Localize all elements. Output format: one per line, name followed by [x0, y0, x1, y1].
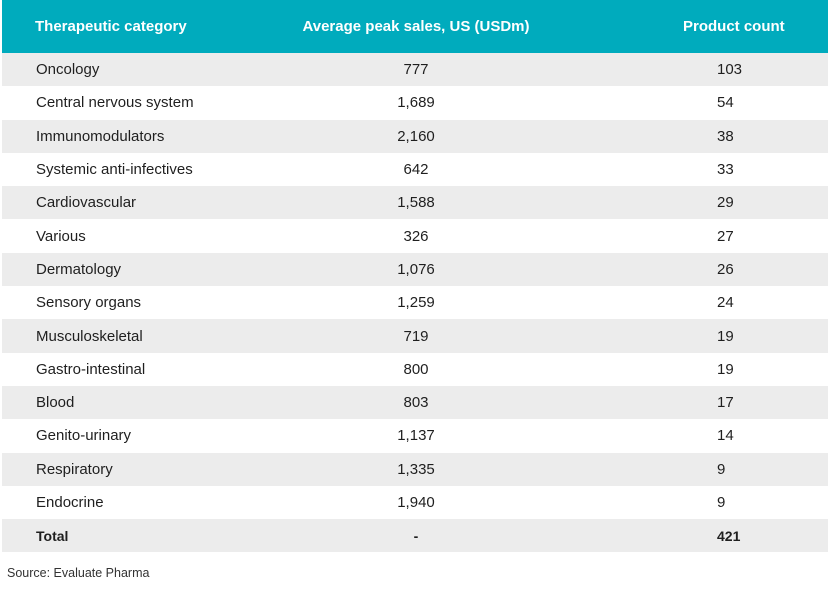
table-row: Endocrine 1,940 9: [2, 485, 828, 520]
total-sales: -: [413, 527, 419, 544]
sales-cell: 803: [403, 394, 429, 412]
sales-cell: 1,076: [397, 260, 435, 278]
category-cell: Endocrine: [36, 494, 104, 511]
sales-cell: 326: [403, 227, 429, 245]
table-total-row: Total - 421: [2, 519, 828, 553]
count-cell: 19: [717, 327, 734, 345]
source-note: Source: Evaluate Pharma: [7, 566, 150, 580]
category-cell: Systemic anti-infectives: [36, 161, 193, 179]
table-body: Oncology 777 103 Central nervous system 1,68…: [2, 53, 828, 520]
table-row: Gastro-intestinal 800 19: [2, 352, 828, 386]
table-row: Central nervous system 1,689 54: [2, 86, 828, 120]
count-cell: 29: [717, 194, 734, 212]
category-cell: Oncology: [36, 61, 100, 79]
count-cell: 9: [717, 494, 726, 511]
count-cell: 14: [717, 427, 734, 445]
count-cell: 38: [717, 127, 734, 145]
sales-cell: 1,335: [397, 460, 435, 478]
category-cell: Gastro-intestinal: [36, 360, 146, 378]
sales-cell: 777: [403, 61, 429, 79]
count-cell: 27: [717, 227, 734, 245]
sales-cell: 1,259: [397, 294, 435, 312]
table-row: Cardiovascular 1,588 29: [2, 186, 828, 220]
sales-cell: 719: [403, 327, 429, 345]
count-cell: 24: [717, 294, 734, 312]
table-row: Various 326 27: [2, 219, 828, 253]
category-cell: Cardiovascular: [36, 194, 137, 212]
category-cell: Sensory organs: [36, 294, 142, 312]
table-row: Oncology 777 103: [2, 53, 828, 87]
category-cell: Immunomodulators: [36, 127, 165, 145]
count-cell: 103: [717, 61, 743, 79]
table-row: Sensory organs 1,259 24: [2, 286, 828, 320]
table-row: Genito-urinary 1,137 14: [2, 419, 828, 453]
column-header-sales: Average peak sales, US (USDm): [302, 18, 530, 35]
sales-cell: 1,588: [397, 194, 435, 212]
table-header-row: Therapeutic category Average peak sales,…: [2, 0, 828, 53]
sales-cell: 1,137: [397, 427, 435, 445]
count-cell: 9: [717, 460, 726, 478]
table-row: Immunomodulators 2,160 38: [2, 119, 828, 153]
category-cell: Dermatology: [36, 260, 122, 278]
table-row: Dermatology 1,076 26: [2, 252, 828, 287]
category-cell: Musculoskeletal: [36, 327, 143, 345]
sales-cell: 1,689: [397, 94, 435, 112]
sales-cell: 800: [403, 360, 429, 378]
count-cell: 19: [717, 360, 734, 378]
column-header-category: Therapeutic category: [35, 18, 187, 35]
category-cell: Genito-urinary: [36, 427, 132, 445]
sales-cell: 642: [403, 161, 429, 179]
table-row: Respiratory 1,335 9: [2, 452, 828, 486]
count-cell: 54: [717, 94, 734, 112]
sales-cell: 1,940: [397, 494, 435, 511]
peak-sales-table: Therapeutic category Average peak sales,…: [2, 0, 828, 553]
sales-cell: 2,160: [397, 127, 435, 145]
count-cell: 26: [717, 260, 734, 278]
count-cell: 17: [717, 394, 734, 412]
table-row: Blood 803 17: [2, 385, 828, 420]
total-label: Total: [36, 527, 69, 544]
total-count: 421: [717, 527, 741, 544]
category-cell: Central nervous system: [36, 94, 194, 112]
column-header-count: Product count: [683, 18, 785, 35]
category-cell: Various: [36, 227, 86, 245]
table-row: Systemic anti-infectives 642 33: [2, 152, 828, 187]
category-cell: Respiratory: [36, 460, 113, 478]
table-row: Musculoskeletal 719 19: [2, 319, 828, 353]
count-cell: 33: [717, 161, 734, 179]
category-cell: Blood: [36, 394, 75, 412]
